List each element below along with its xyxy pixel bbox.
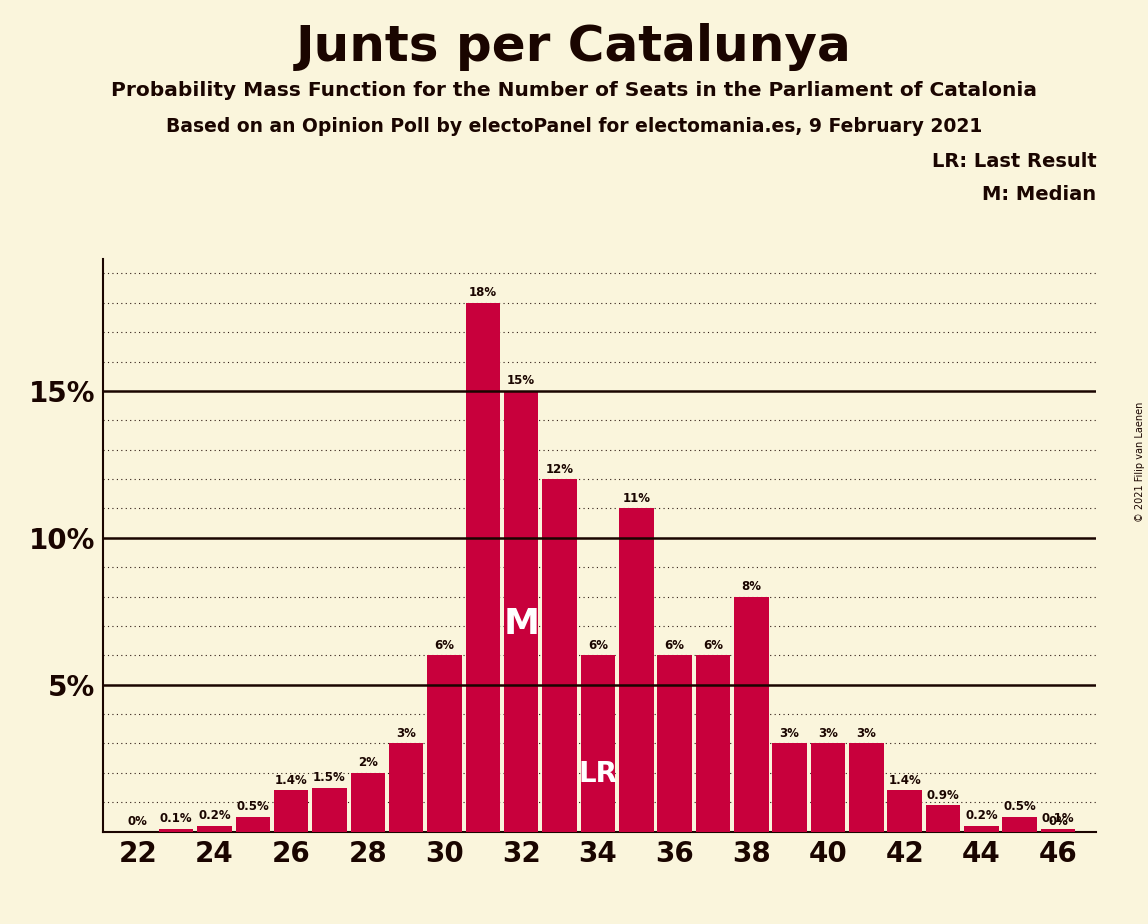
Text: 0%: 0%: [127, 815, 148, 828]
Text: 12%: 12%: [545, 463, 574, 476]
Bar: [158, 829, 193, 832]
Bar: [1002, 817, 1037, 832]
Text: 1.4%: 1.4%: [889, 774, 921, 787]
Bar: [734, 597, 768, 832]
Text: 1.5%: 1.5%: [313, 771, 346, 784]
Text: LR: LR: [579, 760, 618, 787]
Text: 2%: 2%: [358, 757, 378, 770]
Text: Based on an Opinion Poll by electoPanel for electomania.es, 9 February 2021: Based on an Opinion Poll by electoPanel …: [165, 117, 983, 137]
Bar: [542, 479, 576, 832]
Bar: [887, 790, 922, 832]
Text: 0.9%: 0.9%: [926, 788, 960, 802]
Text: 6%: 6%: [665, 638, 684, 651]
Bar: [504, 391, 538, 832]
Bar: [197, 826, 232, 832]
Text: 0.1%: 0.1%: [1041, 812, 1075, 825]
Text: 0%: 0%: [1048, 815, 1068, 828]
Text: M: Median: M: Median: [983, 185, 1096, 204]
Text: 6%: 6%: [435, 638, 455, 651]
Text: M: M: [503, 607, 540, 640]
Bar: [274, 790, 309, 832]
Bar: [773, 744, 807, 832]
Text: 0.5%: 0.5%: [236, 800, 270, 813]
Bar: [1041, 829, 1076, 832]
Text: © 2021 Filip van Laenen: © 2021 Filip van Laenen: [1135, 402, 1145, 522]
Text: 15%: 15%: [507, 374, 535, 387]
Text: 3%: 3%: [779, 727, 799, 740]
Text: 3%: 3%: [856, 727, 876, 740]
Bar: [350, 772, 385, 832]
Text: 0.2%: 0.2%: [965, 809, 998, 822]
Bar: [850, 744, 884, 832]
Text: Junts per Catalunya: Junts per Catalunya: [296, 23, 852, 71]
Bar: [925, 805, 960, 832]
Bar: [235, 817, 270, 832]
Text: 0.1%: 0.1%: [160, 812, 193, 825]
Text: LR: Last Result: LR: Last Result: [931, 152, 1096, 172]
Bar: [810, 744, 845, 832]
Text: 18%: 18%: [468, 286, 497, 299]
Bar: [466, 303, 501, 832]
Bar: [312, 787, 347, 832]
Text: 6%: 6%: [588, 638, 608, 651]
Text: 3%: 3%: [819, 727, 838, 740]
Text: 1.4%: 1.4%: [274, 774, 308, 787]
Bar: [696, 655, 730, 832]
Bar: [389, 744, 424, 832]
Text: 8%: 8%: [742, 580, 761, 593]
Text: 0.2%: 0.2%: [199, 809, 231, 822]
Bar: [658, 655, 692, 832]
Text: 11%: 11%: [622, 492, 650, 505]
Bar: [581, 655, 615, 832]
Text: 0.5%: 0.5%: [1003, 800, 1035, 813]
Bar: [964, 826, 999, 832]
Bar: [619, 508, 653, 832]
Text: Probability Mass Function for the Number of Seats in the Parliament of Catalonia: Probability Mass Function for the Number…: [111, 81, 1037, 101]
Text: 6%: 6%: [703, 638, 723, 651]
Bar: [427, 655, 461, 832]
Text: 3%: 3%: [396, 727, 416, 740]
